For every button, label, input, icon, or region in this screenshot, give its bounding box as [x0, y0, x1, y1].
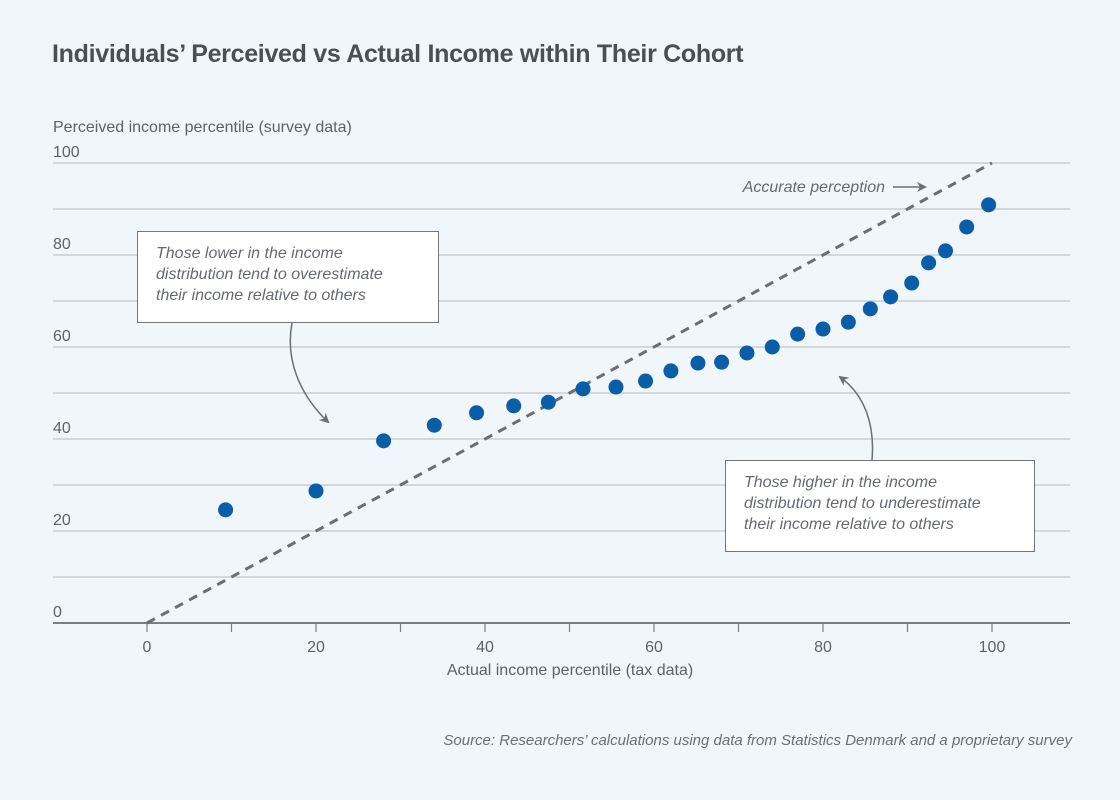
y-tick-label: 100 — [53, 144, 80, 161]
y-tick-label: 20 — [53, 512, 71, 529]
y-tick-label: 80 — [53, 236, 71, 253]
data-point — [938, 243, 954, 259]
data-point — [790, 326, 806, 342]
lower-callout-arrow — [289, 322, 330, 424]
data-point — [739, 345, 755, 361]
data-point — [764, 339, 780, 355]
data-point — [469, 405, 485, 421]
callout-line: their income relative to others — [744, 516, 954, 533]
x-tick-label: 0 — [143, 639, 152, 656]
y-tick-label: 60 — [53, 328, 71, 345]
y-axis-label: Perceived income percentile (survey data… — [53, 119, 352, 136]
y-tick-label: 0 — [53, 604, 62, 621]
overestimate-callout: Those lower in the income distribution t… — [137, 231, 439, 323]
callout-line: distribution tend to underestimate — [744, 495, 981, 512]
gridlines — [53, 162, 1070, 578]
data-point — [840, 314, 856, 330]
higher-callout-arrow — [838, 375, 874, 461]
callout-line: their income relative to others — [156, 287, 366, 304]
data-point — [218, 502, 234, 518]
y-tick-label: 40 — [53, 420, 71, 437]
data-point — [540, 394, 556, 410]
data-point — [308, 483, 324, 499]
x-tick-label: 100 — [979, 639, 1006, 656]
data-point — [981, 197, 997, 213]
data-point — [921, 255, 937, 271]
data-point — [883, 289, 899, 305]
data-point — [426, 417, 442, 433]
data-point — [959, 219, 975, 235]
data-point — [638, 373, 654, 389]
chart-title: Individuals’ Perceived vs Actual Income … — [52, 40, 744, 68]
data-point — [506, 398, 522, 414]
data-point — [575, 381, 591, 397]
data-point — [862, 301, 878, 317]
data-point — [714, 354, 730, 370]
x-tick-label: 40 — [476, 639, 494, 656]
callout-line: Those lower in the income — [156, 245, 343, 262]
callout-line: Those higher in the income — [744, 474, 937, 491]
x-tick-label: 80 — [814, 639, 832, 656]
data-point — [608, 379, 624, 395]
data-point — [376, 433, 392, 449]
source-note: Source: Researchers’ calculations using … — [443, 732, 1072, 749]
x-tick-label: 20 — [307, 639, 325, 656]
underestimate-callout: Those higher in the income distribution … — [725, 460, 1035, 552]
data-point — [815, 321, 831, 337]
data-points — [218, 197, 997, 518]
callout-line: distribution tend to overestimate — [156, 266, 383, 283]
y-tick-labels: 0 20 40 60 80 100 — [53, 144, 80, 621]
data-point — [663, 363, 679, 379]
accurate-perception-line — [146, 161, 993, 625]
data-point — [904, 275, 920, 291]
data-point — [690, 355, 706, 371]
x-axis-label: Actual income percentile (tax data) — [447, 662, 693, 679]
x-axis: 0 20 40 60 80 100 — [53, 622, 1070, 656]
x-tick-label: 60 — [645, 639, 663, 656]
diagonal-dashed-line — [146, 161, 993, 625]
accurate-perception-label: Accurate perception — [742, 179, 885, 196]
